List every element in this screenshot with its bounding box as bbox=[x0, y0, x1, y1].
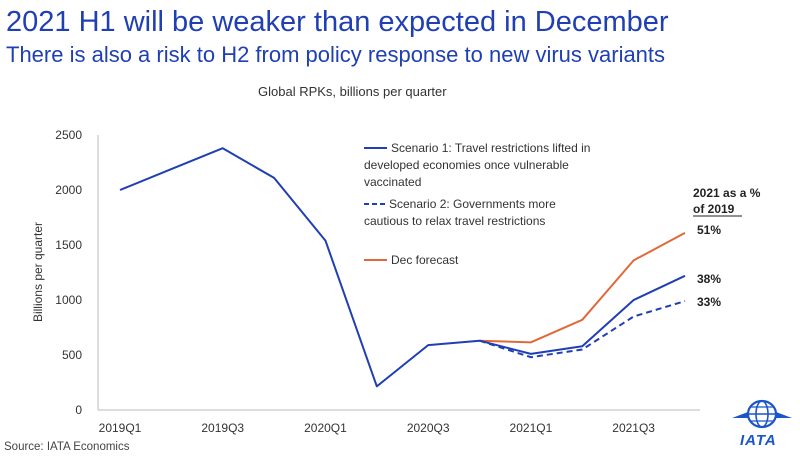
legend-label-scenario-2: Scenario 2: Governments more cautious to… bbox=[364, 197, 559, 228]
legend-label-scenario-2-line-1: Scenario 2: Governments more bbox=[389, 197, 556, 211]
end-label-0: 38% bbox=[697, 272, 721, 286]
end-label-1: 33% bbox=[697, 295, 721, 309]
x-tick-label: 2020Q3 bbox=[407, 421, 450, 435]
pct-header-line-2: of 2019 bbox=[693, 202, 735, 216]
x-tick-label: 2021Q1 bbox=[510, 421, 553, 435]
legend-label-scenario-1-line-2: developed economies once vulnerable bbox=[364, 158, 569, 172]
y-ticks: 0 500 1000 1500 2000 2500 bbox=[55, 128, 82, 417]
chart-caption: Global RPKs, billions per quarter bbox=[258, 84, 447, 99]
series-line-2 bbox=[479, 232, 686, 344]
series-line-0 bbox=[119, 147, 686, 388]
y-tick-label: 1000 bbox=[55, 293, 82, 307]
pct-header-line-1: 2021 as a % bbox=[693, 186, 761, 200]
legend-label-dec-forecast: Dec forecast bbox=[391, 253, 459, 267]
x-tick-label: 2021Q3 bbox=[612, 421, 655, 435]
legend-label-scenario-1-line-3: vaccinated bbox=[364, 175, 421, 189]
pct-header: 2021 as a % of 2019 bbox=[693, 186, 764, 216]
y-tick-label: 1500 bbox=[55, 238, 82, 252]
x-tick-label: 2020Q1 bbox=[304, 421, 347, 435]
chart-title: 2021 H1 will be weaker than expected in … bbox=[6, 6, 669, 38]
iata-logo-text: IATA bbox=[740, 432, 777, 449]
x-tick-label: 2019Q3 bbox=[201, 421, 244, 435]
legend-label-scenario-1-line-1: Scenario 1: Travel restrictions lifted i… bbox=[391, 141, 590, 155]
globe-icon bbox=[732, 399, 792, 429]
y-tick-label: 2500 bbox=[55, 128, 82, 142]
y-axis-label: Billions per quarter bbox=[31, 222, 45, 322]
x-ticks: 2019Q1 2019Q3 2020Q1 2020Q3 2021Q1 2021Q3 bbox=[99, 421, 656, 435]
series-lines bbox=[119, 147, 686, 388]
y-tick-label: 500 bbox=[62, 348, 82, 362]
end-label-2: 51% bbox=[697, 223, 721, 237]
chart-subtitle: There is also a risk to H2 from policy r… bbox=[6, 42, 666, 67]
x-tick-label: 2019Q1 bbox=[99, 421, 142, 435]
legend-label-scenario-2-line-2: cautious to relax travel restrictions bbox=[364, 214, 545, 228]
legend: Scenario 1: Travel restrictions lifted i… bbox=[364, 141, 594, 267]
end-labels: 51% 38% 33% bbox=[697, 223, 721, 309]
legend-label-scenario-1: Scenario 1: Travel restrictions lifted i… bbox=[364, 141, 594, 189]
source-note: Source: IATA Economics bbox=[4, 441, 130, 453]
y-tick-label: 2000 bbox=[55, 183, 82, 197]
y-tick-label: 0 bbox=[75, 403, 82, 417]
series-line-1 bbox=[479, 300, 686, 359]
